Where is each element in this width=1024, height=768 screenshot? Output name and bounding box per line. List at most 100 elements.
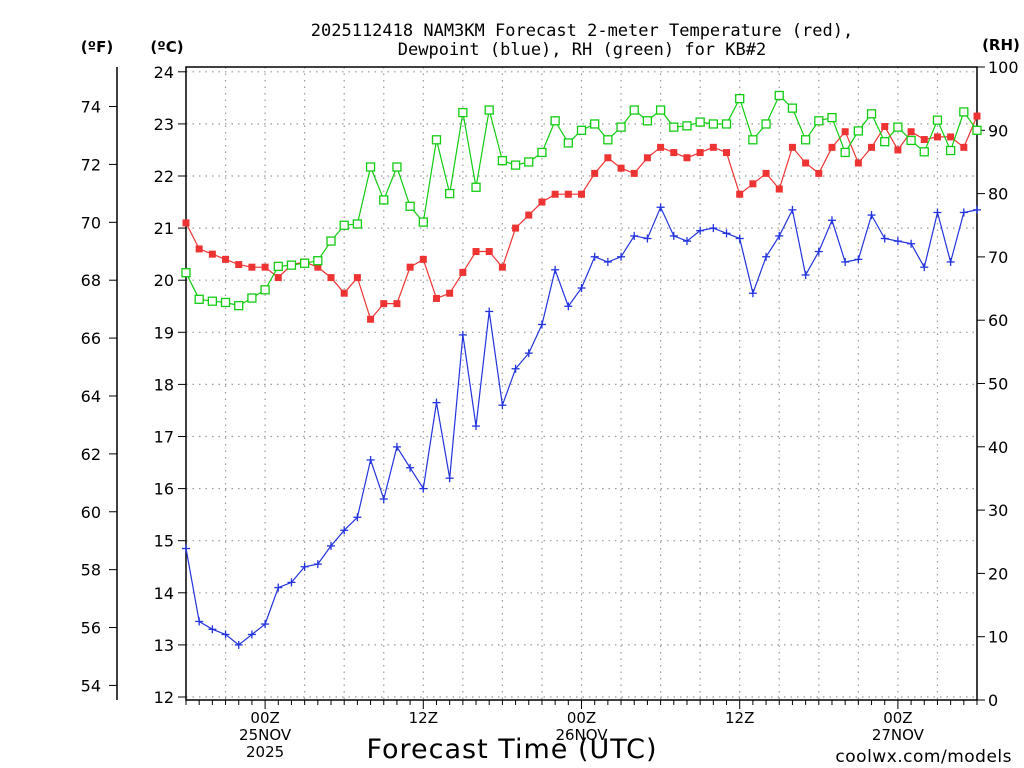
temperature-point bbox=[512, 224, 520, 232]
celsius-tick-label: 13 bbox=[154, 636, 174, 655]
rh-tick-label: 30 bbox=[988, 501, 1008, 520]
temperature-point bbox=[564, 190, 572, 198]
temperature-point bbox=[907, 128, 915, 136]
x-tick-label: 00Z bbox=[250, 709, 279, 727]
temperature-point bbox=[828, 143, 836, 151]
dewpoint-point bbox=[208, 625, 217, 634]
temperature-point bbox=[657, 143, 665, 151]
dewpoint-point bbox=[867, 211, 876, 220]
dewpoint-point bbox=[788, 205, 797, 214]
temperature-point bbox=[960, 143, 968, 151]
rh-point bbox=[814, 116, 824, 126]
celsius-tick-label: 21 bbox=[154, 219, 174, 238]
temperature-point bbox=[340, 289, 348, 297]
dewpoint-point bbox=[656, 203, 665, 212]
dewpoint-point bbox=[392, 442, 401, 451]
rh-point bbox=[590, 119, 600, 129]
dewpoint-point bbox=[340, 526, 349, 535]
dewpoint-point bbox=[630, 231, 639, 240]
rh-point bbox=[642, 116, 653, 126]
dewpoint-point bbox=[261, 620, 270, 629]
rh-unit-label: (RH) bbox=[982, 36, 1020, 54]
x-tick-label: 00Z bbox=[567, 709, 596, 727]
fahrenheit-tick-label: 58 bbox=[81, 561, 101, 580]
temperature-point bbox=[933, 133, 941, 141]
rh-point bbox=[234, 300, 244, 311]
dewpoint-series bbox=[182, 203, 981, 649]
dewpoint-point bbox=[603, 257, 612, 266]
temperature-point bbox=[182, 219, 190, 227]
temperature-point bbox=[881, 123, 889, 131]
rh-point bbox=[471, 182, 481, 192]
dewpoint-point bbox=[801, 270, 810, 279]
rh-point bbox=[853, 126, 863, 136]
dewpoint-point bbox=[472, 422, 481, 431]
rh-tick-label: 0 bbox=[988, 691, 998, 710]
dewpoint-point bbox=[551, 265, 560, 274]
celsius-tick-label: 17 bbox=[154, 428, 174, 447]
temperature-point bbox=[920, 136, 928, 144]
rh-point bbox=[616, 122, 626, 132]
temperature-point bbox=[538, 198, 546, 206]
fahrenheit-tick-label: 56 bbox=[81, 619, 101, 638]
dewpoint-point bbox=[959, 208, 968, 217]
x-axis-title: Forecast Time (UTC) bbox=[366, 734, 657, 765]
rh-tick-label: 90 bbox=[988, 121, 1008, 140]
dewpoint-point bbox=[537, 320, 546, 329]
temperature-point bbox=[723, 149, 731, 157]
temperature-point bbox=[406, 263, 414, 271]
celsius-unit-label: (ºC) bbox=[150, 38, 183, 56]
x-tick-label: 12Z bbox=[725, 709, 754, 727]
rh-point bbox=[458, 107, 468, 118]
rh-tick-label: 60 bbox=[988, 311, 1008, 330]
temperature-point bbox=[208, 250, 216, 258]
dewpoint-point bbox=[313, 560, 322, 569]
temperature-point bbox=[947, 133, 955, 141]
rh-point bbox=[655, 105, 666, 115]
dewpoint-point bbox=[748, 289, 757, 298]
dewpoint-point bbox=[274, 583, 283, 592]
rh-point bbox=[721, 119, 732, 129]
rh-point bbox=[695, 117, 705, 127]
fahrenheit-tick-label: 64 bbox=[81, 387, 101, 406]
dewpoint-point bbox=[524, 349, 533, 358]
fahrenheit-unit-label: (ºF) bbox=[81, 38, 113, 56]
temperature-point bbox=[459, 268, 467, 276]
rh-point bbox=[866, 109, 877, 119]
dewpoint-point bbox=[933, 208, 942, 217]
rh-point bbox=[893, 122, 903, 132]
chart-title-line1: 2025112418 NAM3KM Forecast 2-meter Tempe… bbox=[311, 21, 853, 41]
temperature-point bbox=[446, 289, 454, 297]
rh-tick-label: 50 bbox=[988, 375, 1008, 394]
rh-point bbox=[524, 157, 534, 167]
rh-tick-label: 10 bbox=[988, 628, 1008, 647]
rh-point bbox=[326, 236, 336, 246]
celsius-tick-label: 22 bbox=[154, 167, 174, 186]
dewpoint-point bbox=[234, 640, 243, 649]
x-tick-label: 12Z bbox=[409, 709, 438, 727]
x-tick-date-label: 25NOV bbox=[239, 726, 292, 744]
rh-point bbox=[431, 135, 442, 145]
temperature-point bbox=[894, 146, 902, 154]
axes-layer bbox=[109, 66, 985, 709]
celsius-tick-label: 23 bbox=[154, 115, 174, 134]
rh-point bbox=[392, 162, 402, 172]
temperature-point bbox=[432, 294, 440, 302]
dewpoint-point bbox=[577, 284, 586, 293]
temperature-point bbox=[709, 143, 717, 151]
fahrenheit-tick-label: 72 bbox=[81, 155, 101, 174]
rh-point bbox=[840, 147, 850, 158]
celsius-tick-label: 19 bbox=[154, 323, 174, 342]
rh-point bbox=[418, 217, 428, 227]
temperature-point bbox=[617, 164, 625, 172]
temperature-point bbox=[222, 255, 230, 263]
dewpoint-point bbox=[195, 617, 204, 626]
fahrenheit-tick-label: 68 bbox=[81, 271, 101, 290]
rh-tick-label: 40 bbox=[988, 438, 1008, 457]
dewpoint-point bbox=[458, 330, 467, 339]
rh-point bbox=[445, 188, 455, 199]
rh-point bbox=[273, 261, 283, 272]
dewpoint-point bbox=[907, 239, 916, 248]
fahrenheit-tick-label: 74 bbox=[81, 98, 101, 117]
temperature-point bbox=[472, 248, 480, 256]
